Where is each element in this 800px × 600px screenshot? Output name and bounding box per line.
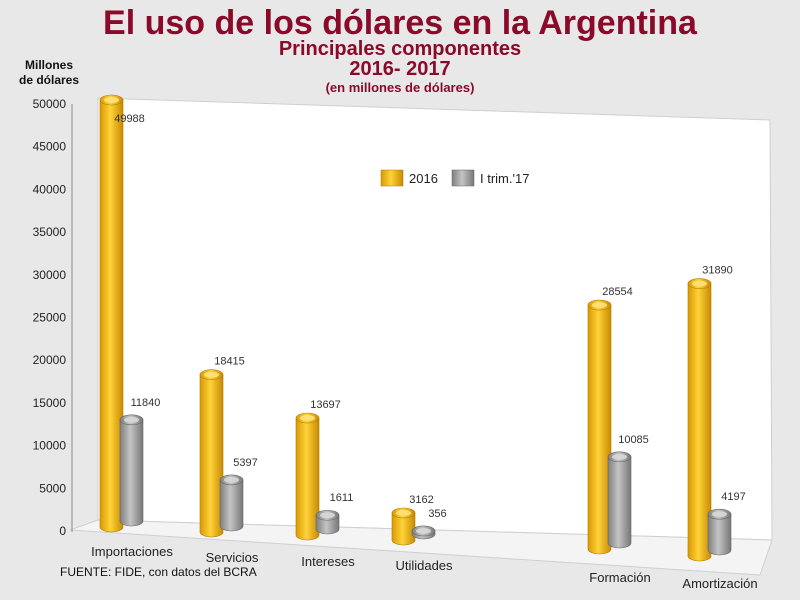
- bar-body: [119, 419, 144, 527]
- y-tick-label: 50000: [33, 97, 67, 111]
- bar-cap-inner: [692, 280, 707, 287]
- data-label: 13697: [310, 399, 341, 411]
- legend-swatch-2017: [451, 169, 475, 187]
- y-tick-label: 35000: [33, 225, 67, 239]
- data-label: 49988: [114, 113, 145, 125]
- category-label: Servicios: [206, 550, 259, 565]
- bar-body: [607, 456, 632, 549]
- category-labels: Importaciones Servicios Intereses Utilidade…: [91, 544, 757, 591]
- bar-cap-inner: [300, 414, 315, 421]
- bar-2017: [219, 474, 244, 532]
- y-tick-label: 45000: [33, 140, 67, 154]
- bar-cap-inner: [224, 476, 239, 483]
- source-note: FUENTE: FIDE, con datos del BCRA: [60, 565, 257, 579]
- bar-cap-inner: [712, 511, 727, 518]
- data-label: 1611: [330, 492, 354, 504]
- legend-label-2016: 2016: [409, 171, 438, 186]
- y-ticks: 0 5000 10000 15000 20000 25000 30000 35000 40000…: [33, 97, 67, 538]
- bar-cap-inner: [320, 512, 335, 519]
- y-tick-label: 0: [59, 524, 66, 538]
- bar-cap-inner: [124, 416, 139, 423]
- chart-title: El uso de los dólares en la Argentina: [103, 4, 697, 42]
- bar-2017: [707, 508, 732, 556]
- data-label: 3162: [409, 494, 433, 506]
- data-label: 4197: [721, 491, 745, 503]
- y-tick-label: 25000: [33, 311, 67, 325]
- bar-cap-inner: [104, 97, 119, 103]
- bar-2017: [607, 451, 632, 549]
- data-label: 18415: [214, 356, 245, 368]
- chart-period: 2016- 2017: [349, 58, 451, 80]
- plot-floor: [69, 519, 773, 576]
- bar-body: [295, 417, 320, 541]
- plot-back-wall: [97, 97, 773, 541]
- chart-units: (en millones de dólares): [325, 80, 475, 95]
- bar-cap-inner: [416, 527, 431, 534]
- bar-cap-inner: [396, 509, 411, 516]
- bar-2016: [199, 369, 224, 538]
- bar-2017: [315, 509, 340, 535]
- bar-cap-inner: [204, 371, 219, 378]
- bar-body: [219, 479, 244, 532]
- category-label: Utilidades: [395, 558, 453, 573]
- y-axis-label-line2: de dólares: [18, 73, 80, 87]
- bar-body: [391, 512, 416, 546]
- y-axis-label: Millones de dólares: [14, 58, 84, 88]
- data-label: 11840: [131, 397, 161, 409]
- y-axis-label-line1: Millones: [24, 58, 73, 72]
- bar-2016: [687, 278, 712, 562]
- bar-body: [315, 514, 340, 535]
- bar-body: [707, 513, 732, 556]
- bar-body: [587, 304, 612, 555]
- bar-2016: [295, 412, 320, 541]
- bar-2016: [391, 507, 416, 546]
- bar-cap-inner: [612, 453, 627, 460]
- y-tick-label: 10000: [33, 439, 67, 453]
- legend-label-2017: I trim.'17: [480, 171, 529, 186]
- category-label: Importaciones: [91, 544, 173, 559]
- y-tick-label: 40000: [33, 182, 67, 196]
- data-label: 356: [428, 508, 446, 520]
- category-label: Formación: [589, 570, 650, 585]
- category-label: Amortización: [682, 576, 757, 591]
- bar-2016: [587, 299, 612, 555]
- data-label: 5397: [233, 457, 257, 469]
- data-label: 28554: [602, 286, 633, 298]
- y-tick-label: 15000: [33, 396, 67, 410]
- bars: 49988 11840 18415 5397 13697 1611 3162 356 28554…: [99, 94, 746, 562]
- bar-2016: [99, 94, 124, 533]
- y-tick-label: 30000: [33, 268, 67, 282]
- y-tick-label: 5000: [39, 481, 66, 495]
- data-label: 10085: [618, 434, 649, 446]
- bar-2017: [411, 525, 436, 540]
- legend: 2016 I trim.'17: [380, 169, 529, 187]
- bar-body: [687, 283, 712, 562]
- y-tick-label: 20000: [33, 353, 67, 367]
- chart-subtitle: Principales componentes: [278, 38, 522, 60]
- bar-cap-inner: [592, 302, 607, 309]
- bar-2017: [119, 414, 144, 527]
- bar-body: [99, 99, 124, 533]
- category-label: Intereses: [301, 554, 355, 569]
- legend-swatch-2016: [380, 169, 404, 187]
- bar-body: [199, 374, 224, 538]
- data-label: 31890: [702, 265, 733, 277]
